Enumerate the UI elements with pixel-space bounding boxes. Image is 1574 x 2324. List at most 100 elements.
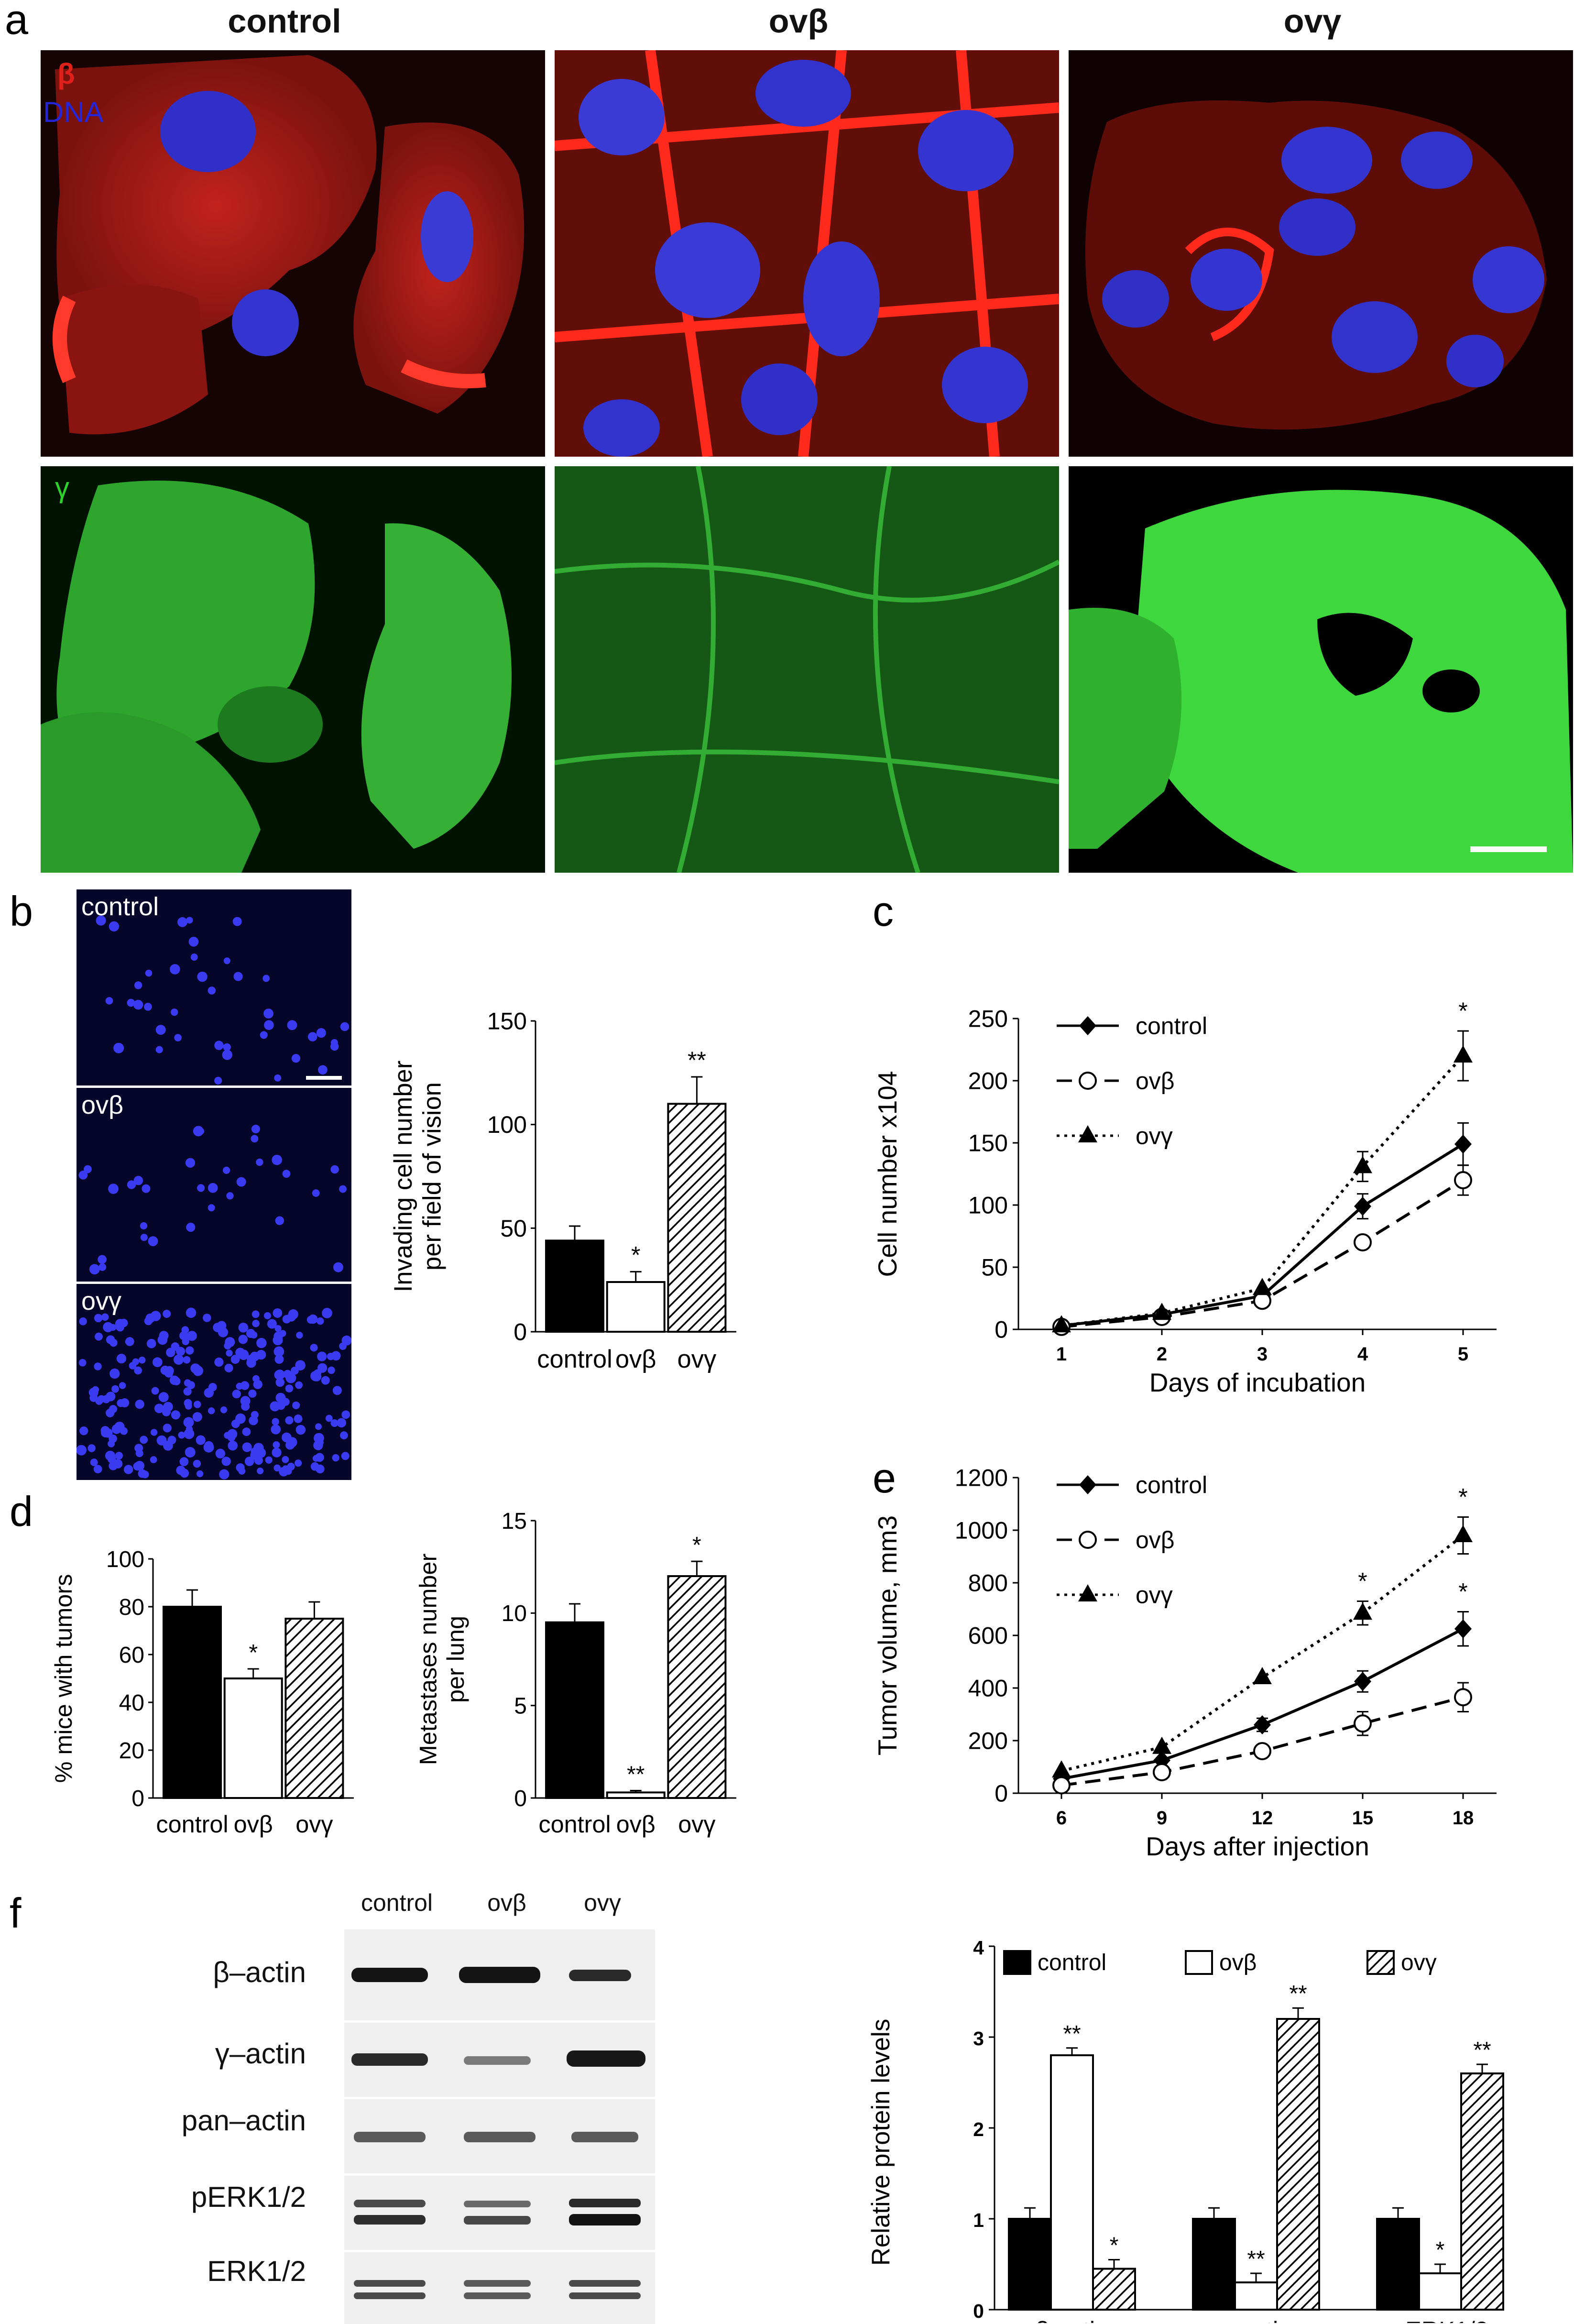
point-ovβ [1153, 1763, 1171, 1781]
nucleus-dot [333, 1262, 343, 1272]
nucleus-dot [127, 998, 135, 1007]
nucleus-dot [263, 1009, 273, 1019]
nucleus-dot [109, 1405, 118, 1414]
nucleus-dot [231, 1419, 240, 1428]
nucleus-dot [83, 1165, 92, 1173]
nucleus-dot [328, 1366, 335, 1374]
nucleus-dot [177, 917, 187, 927]
nucleus-dot [274, 1074, 282, 1082]
significance-mark: * [1458, 1579, 1467, 1605]
nucleus-dot [223, 957, 230, 965]
nucleus-dot [275, 1378, 285, 1387]
micrograph-ovg-beta [1069, 50, 1573, 457]
nucleus-dot [190, 953, 198, 961]
y-tick-label: 800 [968, 1570, 1008, 1597]
nucleus-dot [170, 1008, 178, 1016]
nucleus-dot [256, 1349, 266, 1360]
nucleus-dot [186, 1346, 194, 1355]
nucleus-dot [152, 1357, 163, 1368]
nucleus-dot [222, 1166, 230, 1174]
nucleus-dot [171, 1410, 181, 1420]
nucleus-dot [127, 1180, 136, 1189]
nucleus-dot [316, 1464, 325, 1474]
nucleus-dot [197, 971, 208, 982]
nucleus-dot [138, 1356, 146, 1364]
nucleus-dot [98, 1263, 107, 1271]
nucleus-dot [285, 1384, 294, 1392]
nucleus-dot [236, 1177, 246, 1187]
legend-label-control: control [1038, 1950, 1106, 1975]
point-ovβ [1354, 1714, 1372, 1733]
x-tick-label: 6 [1056, 1808, 1067, 1829]
significance-mark: * [1110, 2233, 1119, 2258]
nucleus-dot [183, 1356, 191, 1364]
nucleus-dot [185, 1158, 196, 1168]
nucleus-dot [193, 1459, 201, 1468]
nucleus-dot [193, 1367, 202, 1376]
nucleus-dot [256, 1158, 263, 1166]
nucleus-dot [244, 1457, 254, 1466]
x-tick-label: ovγ [678, 1345, 717, 1373]
bar-ovβ-γ-actin [1234, 2281, 1278, 2311]
y-tick-label: 150 [968, 1130, 1008, 1157]
significance-mark: * [631, 1241, 640, 1268]
nucleus-dot [184, 1428, 195, 1439]
nucleus-dot [257, 1468, 264, 1475]
nucleus-dot [330, 1042, 339, 1051]
legend-marker-control [1079, 1475, 1096, 1494]
nucleus-dot [227, 1433, 236, 1442]
blot-label-perk: pERK1/2 [191, 2181, 306, 2213]
point-control [1354, 1672, 1371, 1691]
nucleus-dot [170, 964, 180, 975]
bar-ovβ [223, 1677, 283, 1799]
nucleus-dot [322, 1308, 332, 1318]
nucleus-dot [157, 1335, 168, 1345]
nucleus-dot [219, 1469, 230, 1480]
nucleus-dot [120, 1398, 130, 1408]
nucleus-dot [275, 1392, 286, 1403]
nucleus-dot [317, 1351, 327, 1361]
chart-b-invading-cells: 0 50 100 150 control * ovβ ** ovγ Invading cell n… [389, 1008, 736, 1373]
nucleus-dot [267, 1319, 277, 1329]
nucleus-dot [173, 1354, 184, 1365]
micrograph-control-gamma [41, 466, 545, 873]
chart-d-metastases: 0 5 10 15 control ** ovβ * ovγ Metastases numberp… [414, 1509, 736, 1838]
blot-pan-actin [344, 2099, 655, 2173]
nucleus-dot [238, 1323, 249, 1333]
nucleus-dot [317, 1317, 324, 1325]
nucleus-dot [90, 1458, 98, 1467]
nucleus-dot [120, 1427, 128, 1435]
nucleus-dot [96, 915, 106, 926]
nucleus-dot [133, 999, 143, 1010]
nucleus-dot [108, 1440, 115, 1447]
nucleus-dot [272, 1154, 282, 1165]
y-axis-label: Invading cell numberper field of vision [389, 1061, 446, 1292]
nucleus-dot [265, 1456, 273, 1464]
nucleus-dot [214, 1076, 222, 1085]
nucleus-dot [255, 1447, 266, 1458]
nucleus-dot [312, 1189, 320, 1197]
nucleus-dot [105, 997, 113, 1005]
legend-marker-ovγ [1078, 1584, 1097, 1601]
y-tick-label: 100 [487, 1111, 527, 1138]
nucleus-dot [174, 1034, 182, 1041]
nucleus-dot [251, 1125, 260, 1134]
nucleus-dot [108, 1184, 119, 1194]
nucleus-dot [183, 1387, 192, 1396]
nucleus-dot [271, 1424, 281, 1435]
point-control [1354, 1196, 1371, 1216]
nucleus-dot [226, 1349, 233, 1357]
point-ovβ [1052, 1776, 1071, 1795]
y-tick-label: 5 [514, 1693, 527, 1719]
micrograph-ovb-beta [555, 50, 1059, 457]
x-tick-label: ovβ [615, 1345, 656, 1373]
point-ovγ [1353, 1602, 1372, 1620]
nucleus-dot [330, 1165, 339, 1174]
nucleus-dot [95, 1332, 103, 1341]
y-tick-label: 400 [968, 1675, 1008, 1702]
legend-label-ovγ: ovγ [1401, 1950, 1437, 1975]
nucleus-dot [133, 1176, 143, 1185]
nucleus-dot [101, 1313, 109, 1321]
nucleus-dot [251, 1310, 260, 1318]
nucleus-dot [78, 1359, 87, 1367]
